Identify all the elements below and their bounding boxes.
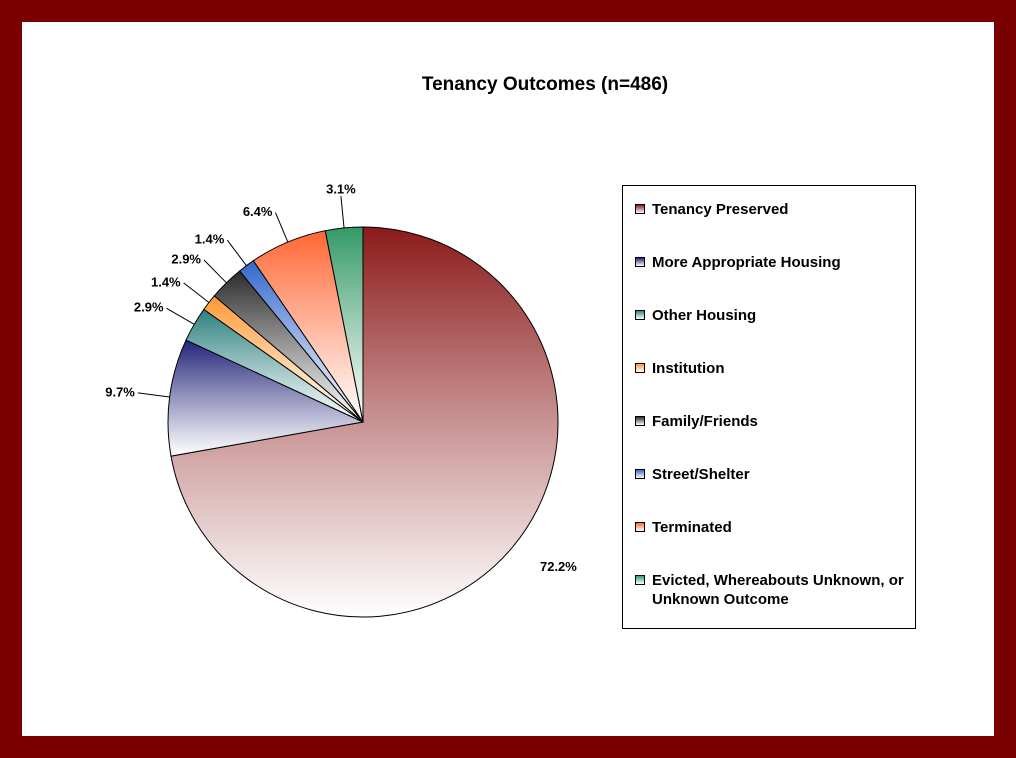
legend-label: Family/Friends [652, 413, 758, 430]
legend-entry: Evicted, Whereabouts Unknown, or Unknown… [635, 571, 915, 609]
legend-entry: Street/Shelter [635, 465, 915, 484]
legend-swatch [635, 469, 645, 479]
data-label: 2.9% [134, 300, 164, 315]
leader-line [340, 196, 345, 228]
pie-slice [167, 339, 365, 457]
chart-title: Tenancy Outcomes (n=486) [422, 74, 668, 95]
leader-line [226, 239, 247, 266]
data-label: 2.9% [171, 251, 201, 266]
legend-label: Terminated [652, 519, 732, 536]
data-label: 72.2% [540, 559, 577, 574]
legend-label: Tenancy Preserved [652, 201, 789, 218]
leader-line [137, 392, 170, 398]
data-label: 1.4% [195, 231, 225, 246]
data-label: 9.7% [105, 384, 135, 399]
legend-entry: Tenancy Preserved [635, 200, 915, 219]
legend-label: Street/Shelter [652, 466, 750, 483]
legend-entry: Family/Friends [635, 412, 915, 431]
legend-swatch [635, 257, 645, 267]
legend-swatch [635, 204, 645, 214]
legend-label: Institution [652, 360, 725, 377]
legend: Tenancy Preserved More Appropriate Housin… [622, 185, 916, 629]
data-label: 3.1% [326, 182, 356, 197]
legend-swatch [635, 522, 645, 532]
legend-entry: Institution [635, 359, 915, 378]
leader-line [203, 259, 227, 284]
legend-swatch [635, 416, 645, 426]
leader-line [183, 282, 210, 303]
legend-swatch [635, 310, 645, 320]
legend-swatch [635, 575, 645, 585]
leader-line [166, 307, 195, 325]
legend-label: More Appropriate Housing [652, 254, 841, 271]
legend-entry: More Appropriate Housing [635, 253, 915, 272]
data-label: 1.4% [151, 274, 181, 289]
legend-label: Evicted, Whereabouts Unknown, or Unknown… [652, 572, 904, 608]
legend-swatch [635, 363, 645, 373]
pie-slice [170, 226, 559, 618]
legend-entry: Other Housing [635, 306, 915, 325]
data-label: 6.4% [243, 204, 273, 219]
leader-line [275, 212, 289, 243]
legend-entry: Terminated [635, 518, 915, 537]
legend-label: Other Housing [652, 307, 757, 324]
